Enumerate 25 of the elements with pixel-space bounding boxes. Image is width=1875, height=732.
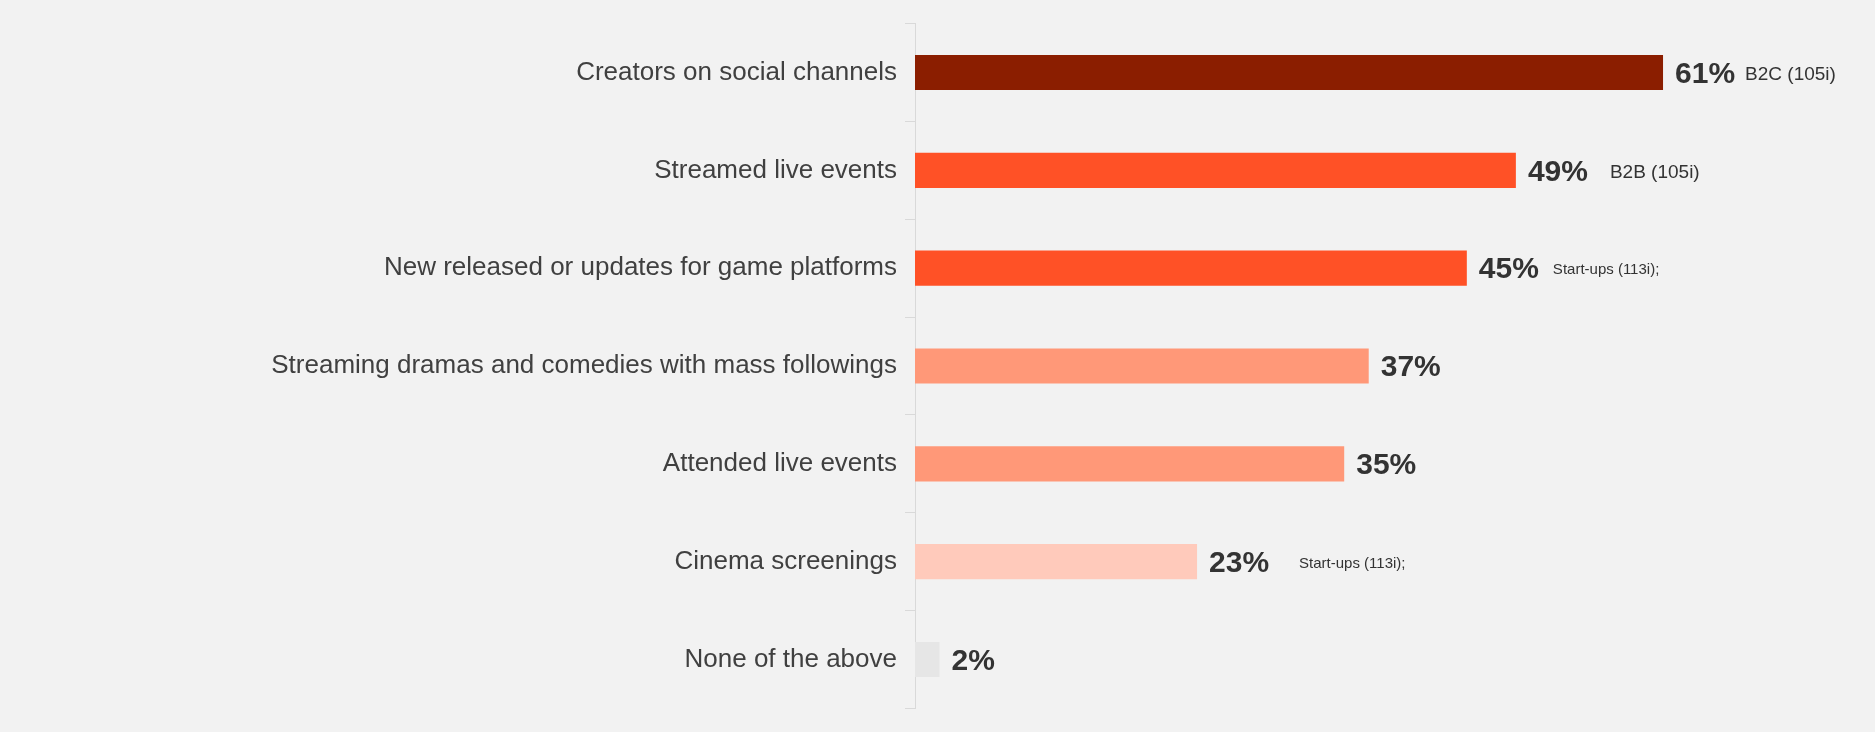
data-label: 49% — [1527, 153, 1588, 187]
bar — [915, 250, 1467, 286]
data-label: 35% — [1356, 447, 1417, 481]
bar — [915, 152, 1516, 188]
y-tick-label: Creators on social channels — [576, 55, 897, 86]
bar — [915, 446, 1345, 482]
annotation: B2B (105i) — [1609, 160, 1700, 182]
data-label: 45% — [1478, 251, 1539, 285]
bar — [915, 544, 1198, 580]
bar — [915, 348, 1369, 384]
y-tick-label: Streamed live events — [654, 153, 897, 184]
y-tick-label: Streaming dramas and comedies with mass followings — [271, 349, 897, 380]
text: B2C (105i) — [1745, 62, 1836, 84]
data-label: 23% — [1209, 544, 1270, 578]
data-label: 61% — [1675, 55, 1736, 89]
data-label: 37% — [1380, 349, 1441, 383]
bar — [915, 641, 940, 678]
annotation: Start-ups (113i); — [1299, 553, 1406, 571]
y-tick-label: Attended live events — [662, 447, 897, 477]
annotation: Start-ups (113i); — [1552, 260, 1660, 278]
y-tick-label: New released or updates for game platforms — [383, 251, 897, 282]
bar — [915, 54, 1664, 91]
y-tick-label: Cinema screenings — [674, 544, 897, 575]
y-tick-label: None of the above — [684, 642, 897, 673]
data-label: 2% — [951, 642, 995, 676]
